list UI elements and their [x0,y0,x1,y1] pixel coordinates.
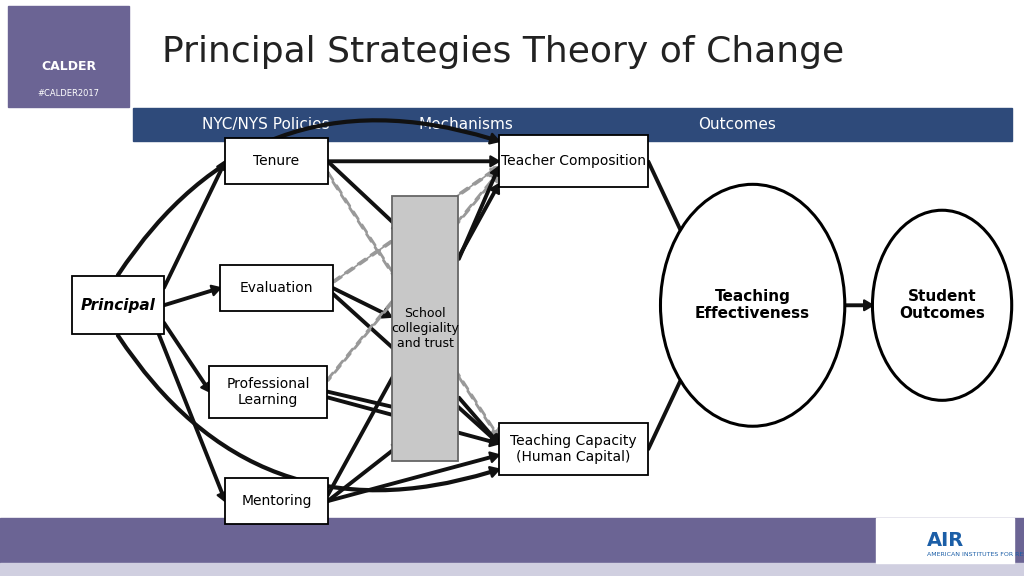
Text: Tenure: Tenure [253,154,300,168]
FancyArrowPatch shape [458,167,500,260]
FancyArrowPatch shape [163,161,226,289]
FancyBboxPatch shape [500,135,648,187]
FancyArrowPatch shape [458,397,499,444]
Text: Mentoring: Mentoring [242,494,311,508]
FancyBboxPatch shape [391,196,458,461]
FancyArrowPatch shape [333,167,499,283]
Text: CALDER: CALDER [41,60,96,73]
FancyArrowPatch shape [327,161,401,230]
FancyBboxPatch shape [225,138,328,184]
Bar [0,518,1024,576]
FancyArrowPatch shape [327,172,499,438]
FancyArrowPatch shape [328,453,499,502]
FancyArrowPatch shape [845,301,872,310]
FancyArrowPatch shape [163,322,210,392]
Text: NYC/NYS Policies: NYC/NYS Policies [203,117,330,132]
FancyArrowPatch shape [327,173,499,381]
Text: Outcomes: Outcomes [698,117,776,132]
FancyArrowPatch shape [647,161,687,242]
Ellipse shape [872,210,1012,400]
FancyBboxPatch shape [220,265,333,311]
FancyArrowPatch shape [327,184,499,496]
Text: AMERICAN INSTITUTES FOR RESEARCH®: AMERICAN INSTITUTES FOR RESEARCH® [927,552,1024,556]
FancyArrowPatch shape [328,157,499,166]
Ellipse shape [660,184,845,426]
FancyArrowPatch shape [117,335,499,491]
FancyArrowPatch shape [158,334,226,501]
Bar [876,518,1014,563]
FancyArrowPatch shape [647,369,687,450]
FancyBboxPatch shape [210,366,328,418]
Text: AIR: AIR [927,531,964,550]
FancyArrowPatch shape [327,444,401,502]
FancyBboxPatch shape [225,478,328,524]
FancyArrowPatch shape [328,397,499,446]
Text: Professional
Learning: Professional Learning [226,377,310,407]
FancyArrowPatch shape [117,119,499,276]
Text: Mechanisms: Mechanisms [419,117,513,132]
Text: Teaching Capacity
(Human Capital): Teaching Capacity (Human Capital) [510,434,637,464]
FancyBboxPatch shape [500,423,648,475]
FancyArrowPatch shape [164,286,220,306]
FancyArrowPatch shape [333,287,391,317]
Text: Teacher Composition: Teacher Composition [501,154,646,168]
Bar [0,563,1024,576]
Text: Principal Strategies Theory of Change: Principal Strategies Theory of Change [162,35,844,69]
FancyArrowPatch shape [328,391,401,412]
FancyBboxPatch shape [72,276,164,334]
Text: Student
Outcomes: Student Outcomes [899,289,985,321]
Text: Teaching
Effectiveness: Teaching Effectiveness [695,289,810,321]
FancyArrowPatch shape [332,293,499,444]
Bar [133,108,1012,141]
Text: School
collegiality
and trust: School collegiality and trust [391,307,459,350]
Text: Evaluation: Evaluation [240,281,313,295]
Text: #CALDER2017: #CALDER2017 [38,89,99,98]
Bar [8,6,129,107]
Text: Principal: Principal [80,298,156,313]
